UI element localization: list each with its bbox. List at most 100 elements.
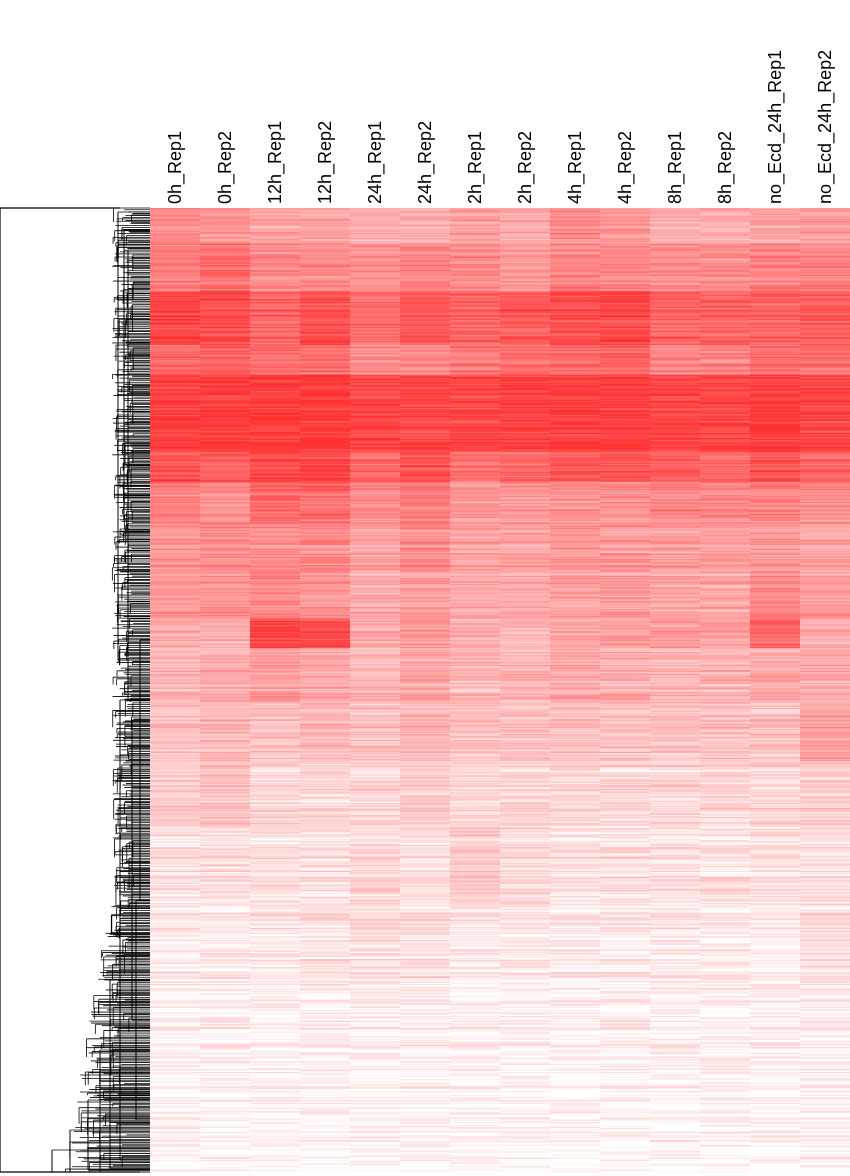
heatmap-cell [450, 366, 500, 368]
heatmap-cell [350, 513, 400, 516]
heatmap-cell [200, 241, 250, 243]
heatmap-cell [300, 271, 350, 273]
heatmap-cell [600, 460, 650, 462]
heatmap-cell [800, 526, 850, 529]
heatmap-cell [500, 410, 550, 412]
heatmap-cell [300, 480, 350, 483]
heatmap-cell [800, 403, 850, 405]
heatmap-cell [150, 335, 200, 337]
heatmap-cell [600, 493, 650, 496]
heatmap-cell [550, 361, 600, 364]
heatmap-cell [300, 332, 350, 335]
heatmap-cell [800, 422, 850, 424]
heatmap-cell [450, 494, 500, 497]
heatmap-cell [600, 461, 650, 464]
heatmap-cell [450, 399, 500, 402]
heatmap-cell [550, 374, 600, 377]
heatmap-cell [500, 319, 550, 322]
heatmap-cell [700, 227, 750, 229]
heatmap-cell [300, 385, 350, 387]
heatmap-cell [800, 388, 850, 391]
heatmap-cell [200, 272, 250, 274]
heatmap-cell [400, 480, 450, 483]
heatmap-cell [650, 284, 700, 286]
heatmap-cell [500, 341, 550, 343]
heatmap-cell [650, 482, 700, 485]
heatmap-cell [750, 336, 800, 339]
heatmap-cell [150, 490, 200, 492]
heatmap-cell [800, 543, 850, 546]
heatmap-cell [700, 349, 750, 352]
heatmap-cell [200, 406, 250, 409]
heatmap-cell [750, 500, 800, 503]
heatmap-cell [600, 349, 650, 352]
heatmap-cell [450, 513, 500, 516]
heatmap-cell [750, 296, 800, 298]
heatmap-cell [600, 412, 650, 415]
heatmap-cell [800, 319, 850, 322]
heatmap-cell [600, 505, 650, 508]
heatmap-cell [500, 386, 550, 389]
heatmap-cell [550, 262, 600, 265]
heatmap-cell [250, 369, 300, 372]
heatmap-cell [750, 380, 800, 383]
heatmap-cell [450, 329, 500, 331]
heatmap-cell [750, 447, 800, 449]
heatmap-cell [450, 367, 500, 370]
heatmap-cell [400, 305, 450, 308]
heatmap-cell [750, 385, 800, 387]
heatmap-cell [300, 349, 350, 352]
heatmap-cell [650, 486, 700, 489]
heatmap-cell [750, 274, 800, 277]
heatmap-cell [150, 291, 200, 293]
heatmap-cell [400, 463, 450, 466]
heatmap-cell [450, 385, 500, 387]
heatmap-cell [150, 293, 200, 296]
heatmap-cell [150, 244, 200, 247]
heatmap-cell [250, 262, 300, 265]
heatmap-cell [500, 521, 550, 523]
heatmap-cell [500, 217, 550, 220]
heatmap-cell [200, 211, 250, 214]
heatmap-cell [500, 227, 550, 229]
heatmap-cell [600, 348, 650, 350]
heatmap-cell [400, 474, 450, 477]
heatmap-cell [250, 254, 300, 256]
heatmap-cell [200, 293, 250, 296]
heatmap-cell [150, 318, 200, 321]
heatmap-cell [500, 462, 550, 465]
heatmap-cell [600, 391, 650, 393]
heatmap-cell [300, 485, 350, 487]
heatmap-cell [150, 348, 200, 350]
heatmap-cell [550, 380, 600, 383]
heatmap-cell [700, 322, 750, 324]
heatmap-cell [600, 462, 650, 465]
heatmap-cell [150, 538, 200, 541]
heatmap-cell [150, 354, 200, 356]
heatmap-cell [800, 492, 850, 494]
heatmap-cell [150, 337, 200, 340]
heatmap-cell [300, 403, 350, 405]
heatmap-cell [500, 450, 550, 453]
heatmap-cell [450, 218, 500, 221]
heatmap-cell [250, 359, 300, 361]
heatmap-cell [150, 310, 200, 312]
heatmap-cell [250, 310, 300, 312]
heatmap-cell [600, 544, 650, 547]
heatmap-cell [150, 469, 200, 472]
heatmap-cell [700, 231, 750, 234]
heatmap-cell [500, 536, 550, 539]
heatmap-cell [650, 447, 700, 449]
heatmap-cell [350, 274, 400, 277]
heatmap-cell [800, 330, 850, 333]
heatmap-cell [700, 500, 750, 503]
heatmap-cell [200, 417, 250, 419]
heatmap-cell [150, 498, 200, 500]
heatmap-cell [500, 325, 550, 328]
heatmap-cell [800, 437, 850, 440]
heatmap-cell [200, 407, 250, 410]
heatmap-cell [500, 515, 550, 517]
heatmap-cell [600, 474, 650, 477]
heatmap-cell [650, 505, 700, 508]
heatmap-cell [250, 471, 300, 473]
